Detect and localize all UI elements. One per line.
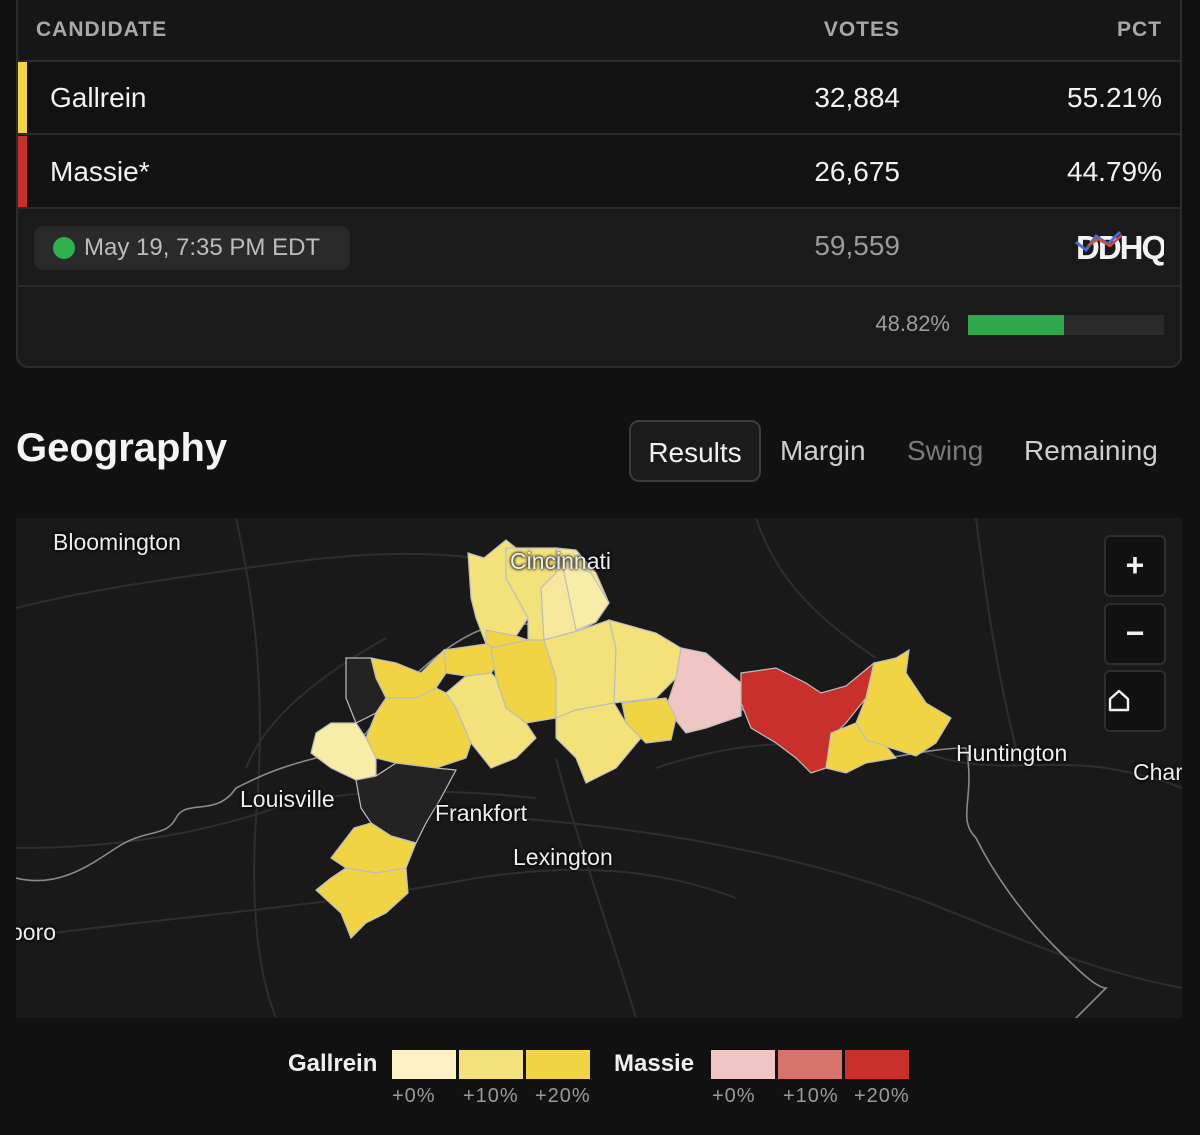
home-icon	[1108, 689, 1130, 712]
legend-label: +10%	[783, 1085, 839, 1107]
city-label-boro: boro	[16, 919, 57, 945]
candidate-row-massie: Massie* 26,675 44.79%	[18, 136, 1180, 209]
legend-swatch	[526, 1050, 590, 1079]
reporting-progress-fill	[968, 315, 1064, 335]
city-label-cincinnati: Cincinnati	[510, 548, 611, 574]
candidate-color-bar	[18, 62, 27, 133]
ddhq-logo: DDHQ	[1074, 226, 1168, 266]
basemap-roads	[16, 518, 1182, 1018]
county-shapes	[310, 539, 952, 940]
legend-swatch	[845, 1050, 909, 1079]
zoom-in-button[interactable]: +	[1104, 535, 1166, 597]
city-label-char: Char	[1133, 759, 1182, 785]
legend-swatch	[459, 1050, 523, 1079]
timestamp-badge: May 19, 7:35 PM EDT	[34, 226, 350, 270]
live-status-dot-icon	[53, 237, 75, 259]
legend-candidate-gallrein: Gallrein	[288, 1050, 378, 1077]
legend-swatch	[778, 1050, 842, 1079]
candidate-name: Massie*	[50, 156, 150, 187]
map-canvas	[16, 518, 1182, 1018]
tab-remaining[interactable]: Remaining	[1024, 435, 1158, 466]
city-label-frankfort: Frankfort	[435, 800, 528, 826]
header-pct: PCT	[1117, 18, 1162, 41]
candidate-votes: 26,675	[814, 156, 900, 187]
timestamp-text: May 19, 7:35 PM EDT	[84, 234, 321, 261]
header-votes: VOTES	[823, 18, 900, 41]
city-label-huntington: Huntington	[956, 740, 1068, 766]
candidate-pct: 55.21%	[1067, 82, 1162, 113]
header-candidate: CANDIDATE	[36, 18, 168, 41]
tab-margin[interactable]: Margin	[780, 435, 866, 466]
city-label-louisville: Louisville	[240, 786, 335, 812]
legend-label: +10%	[463, 1085, 519, 1107]
city-label-bloomington: Bloomington	[53, 529, 181, 555]
candidate-name: Gallrein	[50, 82, 147, 113]
reporting-progress-bar	[968, 315, 1164, 335]
candidate-votes: 32,884	[814, 82, 900, 113]
summary-row: May 19, 7:35 PM EDT 59,559 DDHQ	[18, 209, 1180, 287]
tab-results[interactable]: Results	[629, 420, 761, 482]
legend-label: +0%	[392, 1085, 436, 1107]
zoom-out-button[interactable]: −	[1104, 603, 1166, 665]
legend-label: +20%	[854, 1085, 910, 1107]
legend-label: +20%	[535, 1085, 591, 1107]
candidate-color-bar	[18, 136, 27, 207]
legend-swatch	[711, 1050, 775, 1079]
tab-swing[interactable]: Swing	[907, 435, 984, 466]
legend-label: +0%	[712, 1085, 756, 1107]
results-map[interactable]: Bloomington Cincinnati Louisville Frankf…	[16, 518, 1182, 1018]
legend-swatch	[392, 1050, 456, 1079]
home-button[interactable]	[1104, 670, 1166, 732]
total-votes: 59,559	[814, 230, 900, 261]
candidate-pct: 44.79%	[1067, 156, 1162, 187]
legend-candidate-massie: Massie	[614, 1050, 695, 1077]
city-label-lexington: Lexington	[513, 844, 613, 870]
geography-title: Geography	[16, 426, 228, 470]
svg-text:DDHQ: DDHQ	[1076, 229, 1164, 266]
table-header: CANDIDATE VOTES PCT	[18, 0, 1180, 62]
reporting-percent: 48.82%	[875, 311, 950, 336]
reporting-row: 48.82%	[18, 287, 1180, 366]
results-table: CANDIDATE VOTES PCT Gallrein 32,884 55.2…	[16, 0, 1182, 368]
candidate-row-gallrein: Gallrein 32,884 55.21%	[18, 62, 1180, 135]
